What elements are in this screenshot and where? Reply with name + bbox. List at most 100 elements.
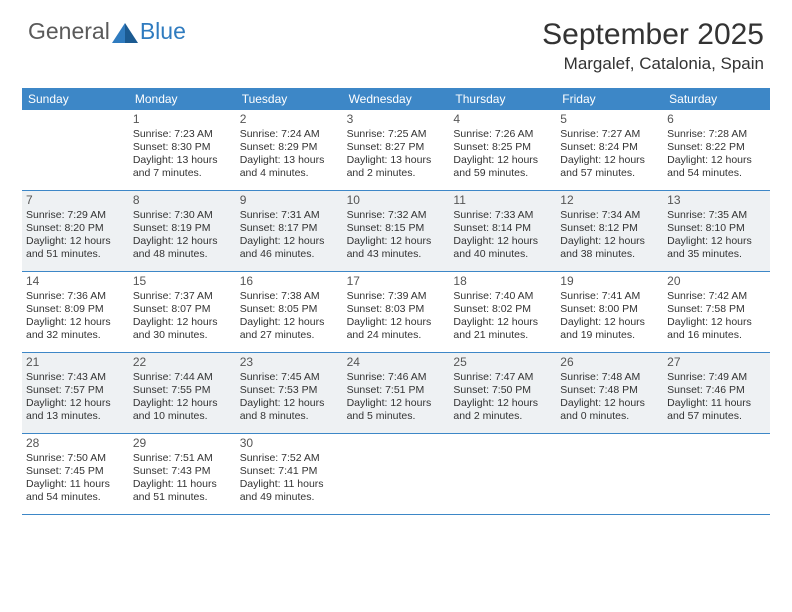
cell-sunset: Sunset: 8:17 PM <box>240 222 339 235</box>
cell-daylight: Daylight: 12 hours and 30 minutes. <box>133 316 232 342</box>
cell-date: 30 <box>240 436 339 451</box>
calendar-cell: 2Sunrise: 7:24 AMSunset: 8:29 PMDaylight… <box>236 110 343 190</box>
cell-daylight: Daylight: 12 hours and 10 minutes. <box>133 397 232 423</box>
cell-sunset: Sunset: 7:53 PM <box>240 384 339 397</box>
cell-sunset: Sunset: 8:12 PM <box>560 222 659 235</box>
cell-date: 10 <box>347 193 446 208</box>
cell-date: 13 <box>667 193 766 208</box>
cell-sunset: Sunset: 8:30 PM <box>133 141 232 154</box>
cell-date: 29 <box>133 436 232 451</box>
calendar-cell <box>556 434 663 514</box>
cell-sunrise: Sunrise: 7:32 AM <box>347 209 446 222</box>
calendar-cell: 10Sunrise: 7:32 AMSunset: 8:15 PMDayligh… <box>343 191 450 271</box>
cell-daylight: Daylight: 12 hours and 51 minutes. <box>26 235 125 261</box>
calendar-cell: 29Sunrise: 7:51 AMSunset: 7:43 PMDayligh… <box>129 434 236 514</box>
logo-text-general: General <box>28 18 110 45</box>
cell-date: 19 <box>560 274 659 289</box>
cell-sunset: Sunset: 8:10 PM <box>667 222 766 235</box>
cell-sunrise: Sunrise: 7:49 AM <box>667 371 766 384</box>
cell-date: 24 <box>347 355 446 370</box>
cell-daylight: Daylight: 12 hours and 32 minutes. <box>26 316 125 342</box>
page-header: General Blue September 2025 Margalef, Ca… <box>0 0 792 82</box>
cell-sunrise: Sunrise: 7:47 AM <box>453 371 552 384</box>
cell-daylight: Daylight: 12 hours and 43 minutes. <box>347 235 446 261</box>
title-block: September 2025 Margalef, Catalonia, Spai… <box>542 18 764 74</box>
cell-daylight: Daylight: 12 hours and 16 minutes. <box>667 316 766 342</box>
cell-date: 21 <box>26 355 125 370</box>
cell-sunrise: Sunrise: 7:23 AM <box>133 128 232 141</box>
day-header: Sunday <box>22 88 129 110</box>
calendar-cell: 24Sunrise: 7:46 AMSunset: 7:51 PMDayligh… <box>343 353 450 433</box>
cell-sunset: Sunset: 8:25 PM <box>453 141 552 154</box>
cell-date: 23 <box>240 355 339 370</box>
cell-date: 28 <box>26 436 125 451</box>
cell-sunrise: Sunrise: 7:40 AM <box>453 290 552 303</box>
week-row: 1Sunrise: 7:23 AMSunset: 8:30 PMDaylight… <box>22 110 770 191</box>
cell-sunset: Sunset: 7:43 PM <box>133 465 232 478</box>
cell-daylight: Daylight: 12 hours and 54 minutes. <box>667 154 766 180</box>
cell-sunset: Sunset: 7:57 PM <box>26 384 125 397</box>
cell-sunset: Sunset: 8:15 PM <box>347 222 446 235</box>
cell-date: 6 <box>667 112 766 127</box>
cell-date: 26 <box>560 355 659 370</box>
cell-daylight: Daylight: 12 hours and 57 minutes. <box>560 154 659 180</box>
cell-sunrise: Sunrise: 7:28 AM <box>667 128 766 141</box>
calendar-cell: 11Sunrise: 7:33 AMSunset: 8:14 PMDayligh… <box>449 191 556 271</box>
cell-sunrise: Sunrise: 7:44 AM <box>133 371 232 384</box>
cell-sunrise: Sunrise: 7:29 AM <box>26 209 125 222</box>
cell-sunrise: Sunrise: 7:38 AM <box>240 290 339 303</box>
cell-date: 3 <box>347 112 446 127</box>
calendar-cell: 18Sunrise: 7:40 AMSunset: 8:02 PMDayligh… <box>449 272 556 352</box>
cell-date: 7 <box>26 193 125 208</box>
calendar-cell <box>343 434 450 514</box>
cell-date: 14 <box>26 274 125 289</box>
cell-daylight: Daylight: 11 hours and 51 minutes. <box>133 478 232 504</box>
cell-sunrise: Sunrise: 7:43 AM <box>26 371 125 384</box>
calendar-cell: 8Sunrise: 7:30 AMSunset: 8:19 PMDaylight… <box>129 191 236 271</box>
day-header: Saturday <box>663 88 770 110</box>
cell-sunset: Sunset: 8:09 PM <box>26 303 125 316</box>
cell-date: 5 <box>560 112 659 127</box>
cell-date: 18 <box>453 274 552 289</box>
cell-sunset: Sunset: 8:03 PM <box>347 303 446 316</box>
calendar-cell: 26Sunrise: 7:48 AMSunset: 7:48 PMDayligh… <box>556 353 663 433</box>
week-row: 21Sunrise: 7:43 AMSunset: 7:57 PM Dayligh… <box>22 353 770 434</box>
cell-sunrise: Sunrise: 7:25 AM <box>347 128 446 141</box>
cell-sunset: Sunset: 7:45 PM <box>26 465 125 478</box>
logo: General Blue <box>28 18 186 45</box>
day-header: Monday <box>129 88 236 110</box>
calendar-cell: 19Sunrise: 7:41 AMSunset: 8:00 PMDayligh… <box>556 272 663 352</box>
cell-date: 16 <box>240 274 339 289</box>
cell-daylight: Daylight: 12 hours and 27 minutes. <box>240 316 339 342</box>
cell-daylight: Daylight: 11 hours and 49 minutes. <box>240 478 339 504</box>
cell-daylight: Daylight: 12 hours and 21 minutes. <box>453 316 552 342</box>
calendar-cell <box>22 110 129 190</box>
calendar-cell: 9Sunrise: 7:31 AMSunset: 8:17 PMDaylight… <box>236 191 343 271</box>
cell-date: 9 <box>240 193 339 208</box>
cell-daylight: Daylight: 13 hours and 4 minutes. <box>240 154 339 180</box>
calendar-cell: 21Sunrise: 7:43 AMSunset: 7:57 PMDayligh… <box>22 353 129 433</box>
day-header: Friday <box>556 88 663 110</box>
calendar-cell: 25Sunrise: 7:47 AMSunset: 7:50 PMDayligh… <box>449 353 556 433</box>
calendar-cell: 6Sunrise: 7:28 AMSunset: 8:22 PMDaylight… <box>663 110 770 190</box>
cell-daylight: Daylight: 12 hours and 40 minutes. <box>453 235 552 261</box>
cell-daylight: Daylight: 12 hours and 38 minutes. <box>560 235 659 261</box>
cell-daylight: Daylight: 13 hours and 7 minutes. <box>133 154 232 180</box>
logo-text-blue: Blue <box>140 18 186 45</box>
calendar-cell: 23Sunrise: 7:45 AMSunset: 7:53 PMDayligh… <box>236 353 343 433</box>
cell-date: 4 <box>453 112 552 127</box>
cell-date: 8 <box>133 193 232 208</box>
calendar-cell: 5Sunrise: 7:27 AMSunset: 8:24 PMDaylight… <box>556 110 663 190</box>
calendar-cell: 16Sunrise: 7:38 AMSunset: 8:05 PMDayligh… <box>236 272 343 352</box>
cell-daylight: Daylight: 12 hours and 8 minutes. <box>240 397 339 423</box>
calendar-cell: 22Sunrise: 7:44 AMSunset: 7:55 PMDayligh… <box>129 353 236 433</box>
calendar-cell: 15Sunrise: 7:37 AMSunset: 8:07 PMDayligh… <box>129 272 236 352</box>
cell-date: 2 <box>240 112 339 127</box>
week-row: 14Sunrise: 7:36 AMSunset: 8:09 PMDayligh… <box>22 272 770 353</box>
calendar-cell: 17Sunrise: 7:39 AMSunset: 8:03 PMDayligh… <box>343 272 450 352</box>
cell-sunset: Sunset: 8:07 PM <box>133 303 232 316</box>
cell-sunset: Sunset: 7:46 PM <box>667 384 766 397</box>
cell-sunset: Sunset: 7:48 PM <box>560 384 659 397</box>
day-headers-row: Sunday Monday Tuesday Wednesday Thursday… <box>22 88 770 110</box>
cell-sunset: Sunset: 8:27 PM <box>347 141 446 154</box>
